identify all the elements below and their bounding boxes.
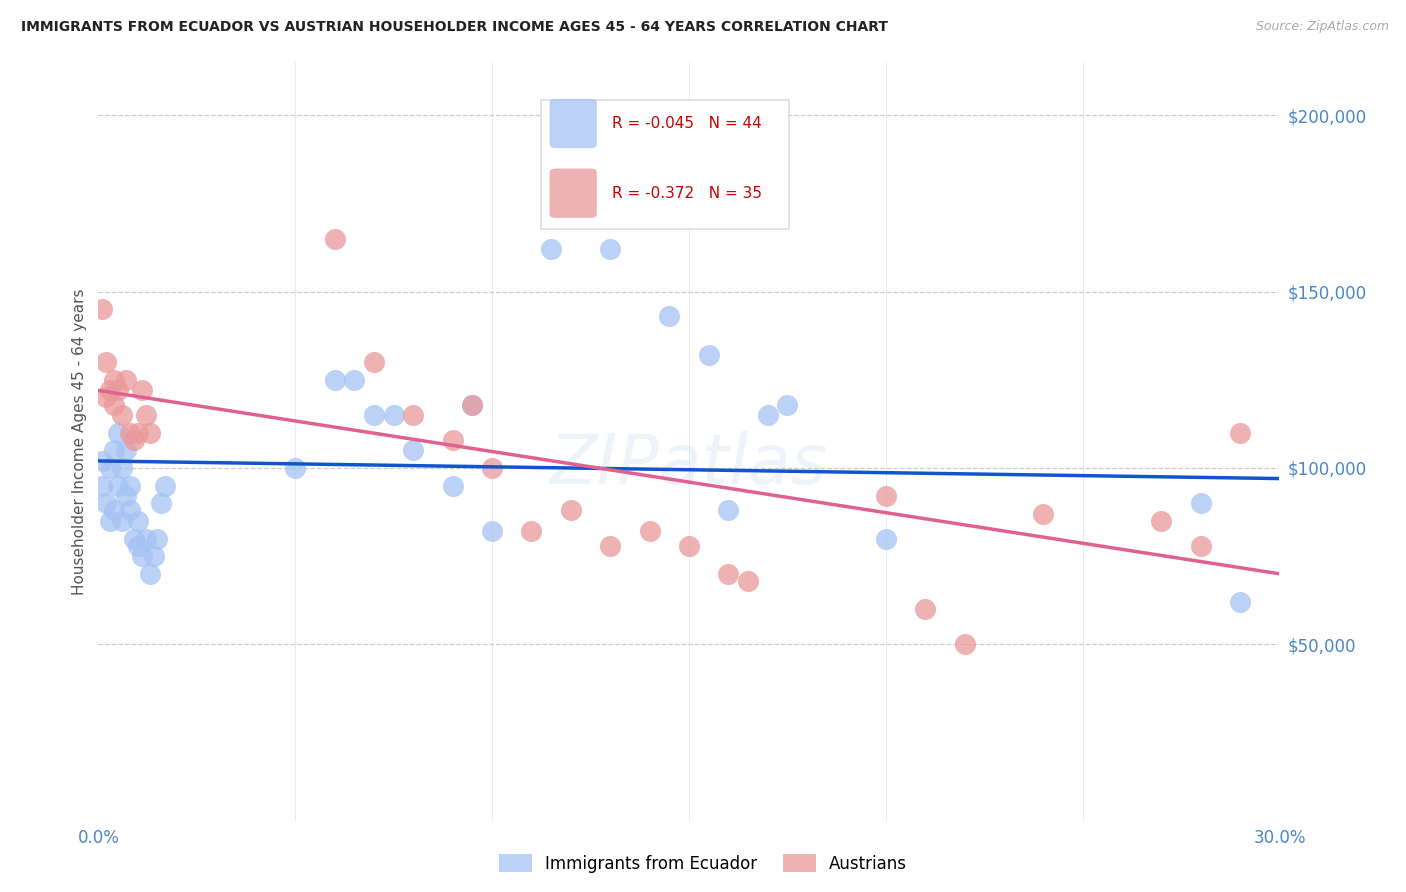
Point (103, 397, 125, 411)
Point (127, 514, 149, 528)
Point (875, 489, 897, 503)
FancyBboxPatch shape (541, 100, 789, 229)
Point (146, 532, 169, 546)
Point (111, 461, 134, 475)
Text: IMMIGRANTS FROM ECUADOR VS AUSTRIAN HOUSEHOLDER INCOME AGES 45 - 64 YEARS CORREL: IMMIGRANTS FROM ECUADOR VS AUSTRIAN HOUS… (21, 20, 889, 34)
Point (638, 524, 661, 539)
Point (323, 232, 346, 246)
Point (138, 566, 160, 581)
Point (111, 408, 134, 422)
Point (103, 443, 125, 458)
Text: R = -0.045   N = 44: R = -0.045 N = 44 (612, 116, 762, 131)
Legend: Immigrants from Ecuador, Austrians: Immigrants from Ecuador, Austrians (492, 847, 914, 880)
Point (717, 566, 740, 581)
Point (96, 496, 118, 510)
Point (481, 524, 503, 539)
Point (118, 503, 141, 517)
Point (560, 503, 582, 517)
Point (1189, 539, 1212, 553)
Point (481, 461, 503, 475)
Point (111, 514, 134, 528)
Point (103, 373, 125, 387)
Point (363, 408, 385, 422)
Point (115, 443, 138, 458)
Point (103, 503, 125, 517)
Point (138, 425, 160, 440)
Point (717, 503, 740, 517)
Point (115, 489, 138, 503)
Point (1229, 425, 1251, 440)
Point (122, 532, 145, 546)
Point (323, 373, 346, 387)
Point (402, 408, 425, 422)
Point (441, 433, 464, 447)
Point (122, 433, 145, 447)
Point (107, 384, 129, 398)
Point (402, 443, 425, 458)
Text: ZIP​atlas: ZIP​atlas (550, 431, 828, 498)
Point (540, 243, 562, 257)
Point (107, 478, 129, 492)
Point (91, 478, 114, 492)
Point (461, 397, 484, 411)
Point (382, 408, 405, 422)
Point (118, 478, 141, 492)
Point (1150, 514, 1173, 528)
Point (131, 549, 153, 563)
Point (284, 461, 307, 475)
FancyBboxPatch shape (550, 169, 596, 218)
Point (914, 602, 936, 616)
Point (343, 373, 366, 387)
Point (658, 310, 681, 324)
Point (150, 496, 173, 510)
FancyBboxPatch shape (550, 99, 596, 148)
Point (98, 384, 121, 398)
Point (91, 454, 114, 468)
Point (155, 478, 177, 492)
Point (96, 355, 118, 369)
Point (135, 408, 157, 422)
Text: R = -0.372   N = 35: R = -0.372 N = 35 (612, 186, 762, 201)
Point (756, 408, 779, 422)
Point (142, 549, 165, 563)
Point (118, 425, 141, 440)
Point (98, 461, 121, 475)
Point (953, 637, 976, 651)
Point (107, 425, 129, 440)
Point (776, 397, 799, 411)
Point (98, 514, 121, 528)
Point (115, 373, 138, 387)
Point (599, 243, 621, 257)
Point (131, 384, 153, 398)
Point (737, 574, 759, 588)
Point (678, 539, 700, 553)
Point (1189, 496, 1212, 510)
Point (135, 532, 157, 546)
Point (1229, 595, 1251, 609)
Point (697, 348, 720, 362)
Point (875, 532, 897, 546)
Point (599, 539, 621, 553)
Point (441, 478, 464, 492)
Point (96, 391, 118, 405)
Point (91, 302, 114, 317)
Text: Source: ZipAtlas.com: Source: ZipAtlas.com (1256, 20, 1389, 33)
Y-axis label: Householder Income Ages 45 - 64 years: Householder Income Ages 45 - 64 years (72, 288, 87, 595)
Point (461, 397, 484, 411)
Point (363, 355, 385, 369)
Point (1032, 507, 1054, 521)
Point (127, 425, 149, 440)
Point (520, 524, 543, 539)
Point (127, 539, 149, 553)
